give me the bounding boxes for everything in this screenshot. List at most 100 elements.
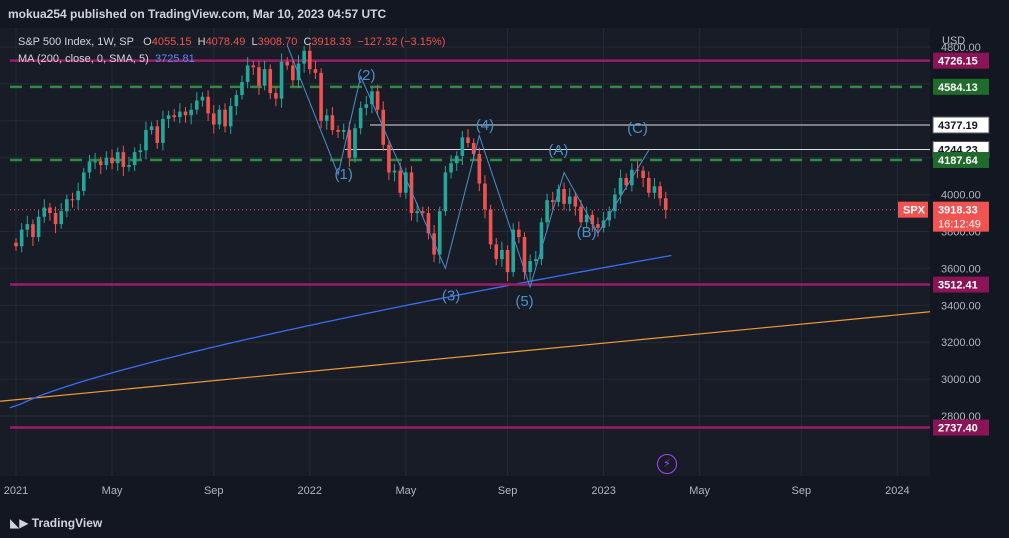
candle-body[interactable] xyxy=(217,109,222,125)
candle-body[interactable] xyxy=(647,177,651,193)
candle-body[interactable] xyxy=(104,157,109,166)
candle-body[interactable] xyxy=(375,91,380,110)
price-tag[interactable] xyxy=(933,52,989,69)
candle-body[interactable] xyxy=(426,213,431,234)
candle-body[interactable] xyxy=(324,115,329,121)
candle-body[interactable] xyxy=(189,109,193,116)
candle-body[interactable] xyxy=(98,161,103,166)
candle-body[interactable] xyxy=(421,211,425,214)
candle-body[interactable] xyxy=(87,161,92,173)
candle-body[interactable] xyxy=(370,91,374,105)
candle-body[interactable] xyxy=(302,50,306,64)
candle-body[interactable] xyxy=(500,249,504,260)
candle-body[interactable] xyxy=(613,194,617,212)
candle-body[interactable] xyxy=(584,214,589,223)
candle-body[interactable] xyxy=(550,200,555,202)
candle-body[interactable] xyxy=(59,211,63,225)
candle-body[interactable] xyxy=(454,155,459,164)
candle-body[interactable] xyxy=(93,161,97,163)
candle-body[interactable] xyxy=(522,237,527,273)
candle-body[interactable] xyxy=(36,216,41,238)
candle-body[interactable] xyxy=(392,170,397,173)
candle-body[interactable] xyxy=(296,63,301,81)
candle-body[interactable] xyxy=(251,65,256,68)
candle-body[interactable] xyxy=(545,200,549,223)
candle-body[interactable] xyxy=(308,50,312,70)
candle-body[interactable] xyxy=(149,126,154,131)
price-tag[interactable] xyxy=(933,78,989,95)
wave-label[interactable]: (5) xyxy=(515,293,533,310)
candle-body[interactable] xyxy=(42,207,47,217)
ma-200-line[interactable] xyxy=(9,254,672,409)
candle-body[interactable] xyxy=(313,69,318,73)
candle-body[interactable] xyxy=(228,106,233,127)
price-tag[interactable] xyxy=(933,276,989,293)
candle-body[interactable] xyxy=(138,150,143,153)
candle-body[interactable] xyxy=(82,172,86,191)
candle-body[interactable] xyxy=(234,94,239,107)
candle-body[interactable] xyxy=(121,152,126,167)
candle-body[interactable] xyxy=(70,199,75,201)
wave-label[interactable]: (4) xyxy=(476,117,494,134)
candle-body[interactable] xyxy=(635,169,640,171)
candle-body[interactable] xyxy=(477,154,482,184)
candle-body[interactable] xyxy=(534,259,538,262)
candle-body[interactable] xyxy=(319,72,323,121)
candle-body[interactable] xyxy=(200,96,205,101)
candle-body[interactable] xyxy=(25,224,30,230)
candle-body[interactable] xyxy=(443,172,448,212)
candle-body[interactable] xyxy=(663,198,668,210)
elliott-wave-path[interactable] xyxy=(286,45,650,289)
wave-label[interactable]: (C) xyxy=(627,120,648,137)
candle-body[interactable] xyxy=(223,109,227,127)
candle-body[interactable] xyxy=(494,244,499,260)
candle-body[interactable] xyxy=(206,96,210,114)
candle-body[interactable] xyxy=(14,242,18,247)
candle-body[interactable] xyxy=(641,170,645,178)
candle-body[interactable] xyxy=(211,113,216,125)
candle-body[interactable] xyxy=(19,229,24,247)
candle-body[interactable] xyxy=(539,222,544,260)
candle-body[interactable] xyxy=(53,213,58,225)
candle-body[interactable] xyxy=(658,186,662,199)
price-tag[interactable] xyxy=(932,116,990,134)
price-tag[interactable] xyxy=(933,151,989,168)
candle-body[interactable] xyxy=(624,177,628,186)
candle-body[interactable] xyxy=(652,186,657,193)
price-tag[interactable] xyxy=(933,201,989,232)
candle-body[interactable] xyxy=(466,137,470,143)
candle-body[interactable] xyxy=(364,104,369,108)
candle-body[interactable] xyxy=(404,172,408,193)
candle-body[interactable] xyxy=(240,82,244,95)
candle-body[interactable] xyxy=(172,115,176,118)
candle-body[interactable] xyxy=(562,189,566,204)
candle-body[interactable] xyxy=(556,189,561,202)
wave-label[interactable]: (2) xyxy=(357,67,375,84)
candle-body[interactable] xyxy=(573,196,578,207)
candle-body[interactable] xyxy=(517,229,521,238)
candle-body[interactable] xyxy=(449,163,453,173)
candle-body[interactable] xyxy=(65,199,69,212)
candle-body[interactable] xyxy=(268,69,273,94)
candle-body[interactable] xyxy=(161,118,165,143)
trend-line[interactable] xyxy=(0,311,931,402)
candle-body[interactable] xyxy=(618,177,623,195)
candle-body[interactable] xyxy=(285,61,289,66)
candle-body[interactable] xyxy=(195,100,199,110)
candle-body[interactable] xyxy=(115,152,120,164)
candle-body[interactable] xyxy=(528,261,532,273)
candle-body[interactable] xyxy=(132,152,137,166)
candle-body[interactable] xyxy=(291,65,295,81)
candle-body[interactable] xyxy=(387,144,391,173)
wave-label[interactable]: (1) xyxy=(335,166,353,183)
candle-body[interactable] xyxy=(590,214,595,225)
candle-body[interactable] xyxy=(178,111,182,118)
candle-body[interactable] xyxy=(596,224,600,228)
candle-body[interactable] xyxy=(437,211,442,255)
candle-body[interactable] xyxy=(471,142,476,155)
candle-body[interactable] xyxy=(330,115,335,131)
candle-body[interactable] xyxy=(166,115,171,119)
candle-body[interactable] xyxy=(398,170,402,193)
candle-body[interactable] xyxy=(341,130,346,132)
candle-body[interactable] xyxy=(415,211,419,214)
